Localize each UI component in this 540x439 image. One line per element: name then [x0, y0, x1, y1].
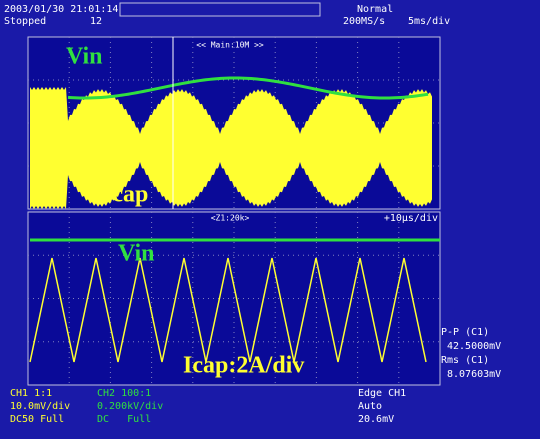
ch1-coupling: DC50 Full [10, 414, 64, 425]
status: Stopped [4, 16, 46, 27]
zoom-label: <Z1:20k> [211, 214, 250, 223]
icap-label: Icap [103, 182, 148, 208]
vin-label: Vin [66, 44, 102, 70]
measure-label: P-P (C1) [441, 327, 489, 338]
trigger-mode: Auto [358, 401, 382, 412]
ch1-name: CH1 1:1 [10, 388, 52, 399]
trigger-level: 20.6mV [358, 414, 394, 425]
zoom-timebase: +10µs/div [384, 213, 438, 224]
ch2-name: CH2 100:1 [97, 388, 151, 399]
icap-label: Icap:2A/div [183, 353, 304, 379]
sample-rate: 200MS/s [343, 16, 385, 27]
measure-value: 42.5000mV [447, 341, 501, 352]
vin-label: Vin [118, 241, 154, 267]
ch2-coupling: DC Full [97, 414, 151, 425]
scope-screen: 2003/01/30 21:01:14 Stopped 12 Normal 20… [0, 0, 540, 439]
measure-value: 8.07603mV [447, 369, 501, 380]
timebase: 5ms/div [408, 16, 450, 27]
trigger-source: Edge CH1 [358, 388, 406, 399]
ch1-scale: 10.0mV/div [10, 401, 70, 412]
ch2-scale: 0.200kV/div [97, 401, 163, 412]
measure-label: Rms (C1) [441, 355, 489, 366]
count: 12 [90, 16, 102, 27]
zoom-label: << Main:10M >> [196, 41, 264, 50]
timestamp: 2003/01/30 21:01:14 [4, 4, 118, 15]
mode: Normal [357, 4, 393, 15]
